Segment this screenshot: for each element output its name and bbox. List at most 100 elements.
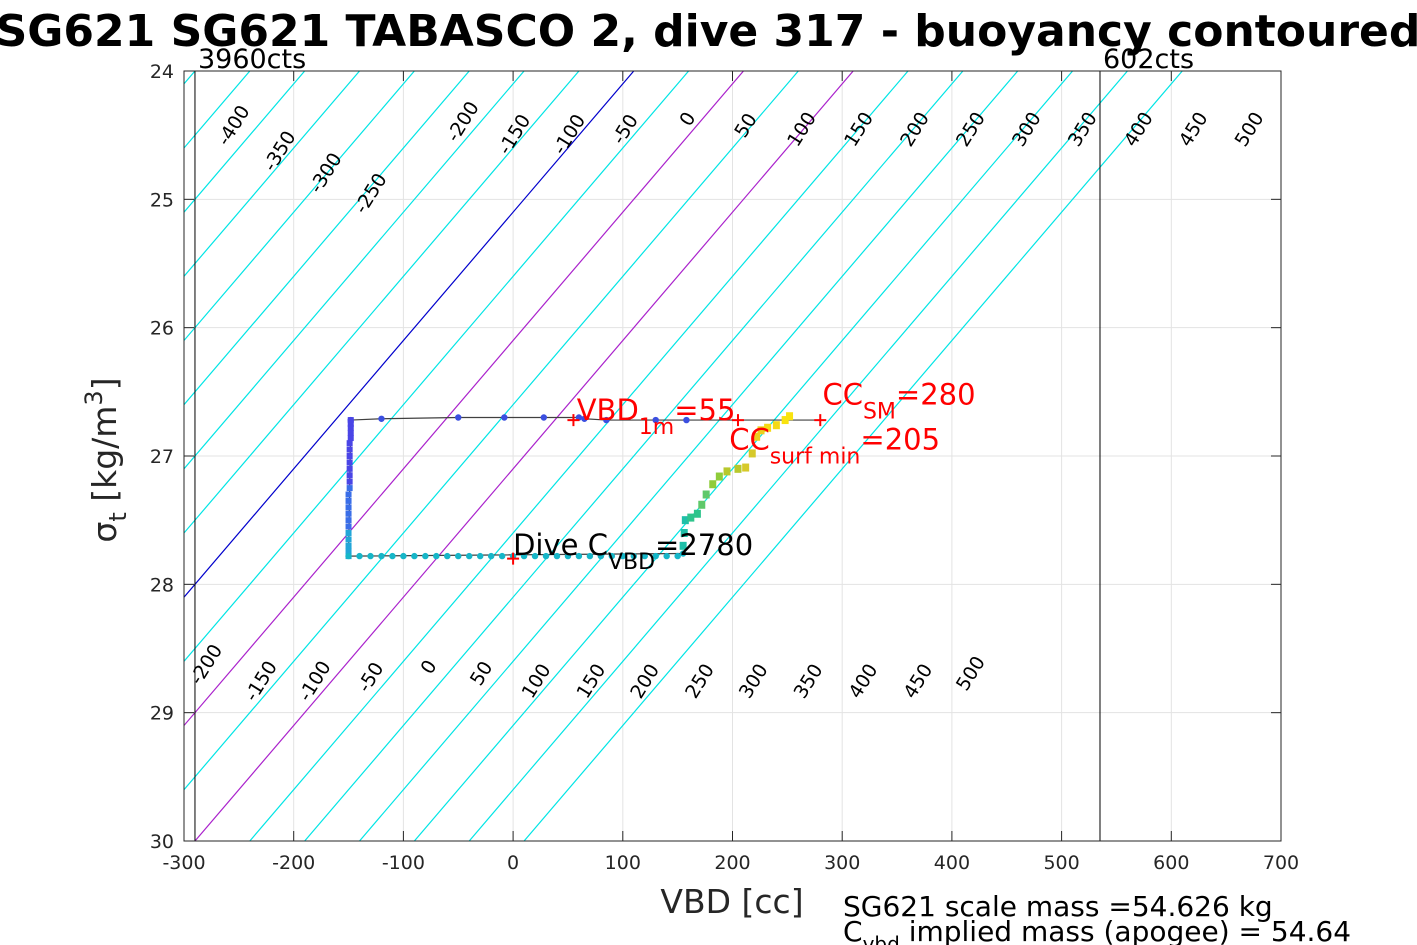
bottom-point bbox=[630, 552, 637, 560]
annotation-main: CC bbox=[822, 378, 863, 412]
bottom-point bbox=[597, 552, 605, 560]
descent-point bbox=[347, 424, 354, 431]
footer-vbd-sub: vbd bbox=[863, 932, 900, 945]
descent-point bbox=[347, 417, 354, 424]
descent-point bbox=[346, 446, 353, 453]
contour-line bbox=[304, 71, 964, 841]
x-tick-label: -200 bbox=[272, 852, 315, 874]
annotation-ccsurf: CCsurf min=205 bbox=[729, 423, 940, 470]
markers bbox=[507, 414, 827, 565]
ascent-point bbox=[757, 426, 765, 435]
annotation-value: =55 bbox=[674, 393, 735, 427]
annotation-sub: SM bbox=[863, 400, 896, 425]
bottom-point bbox=[586, 552, 594, 560]
footer-scale-mass: SG621 scale mass =54.626 kg bbox=[843, 890, 1273, 923]
axis-ticks: -300 -200 -100 0 100 200 300 400 500 600 700 24 25 26… bbox=[150, 61, 1299, 874]
surface-point bbox=[683, 416, 690, 424]
annotation-divec: Dive CVBD=2780 bbox=[513, 528, 753, 575]
y-tick-label: 29 bbox=[150, 703, 174, 725]
x-tick-label: 200 bbox=[714, 852, 750, 874]
ascent-point bbox=[681, 516, 689, 525]
bottom-point bbox=[411, 552, 418, 560]
descent-point bbox=[345, 517, 352, 524]
descent-point bbox=[345, 542, 352, 549]
ascent-point bbox=[723, 467, 731, 476]
bottom-point bbox=[663, 552, 670, 560]
descent-point bbox=[346, 472, 353, 479]
surface-point bbox=[540, 414, 548, 421]
annotation-value: =2780 bbox=[655, 528, 753, 562]
footer-implied-mass: Cvbd implied mass (apogee) = 54.64 bbox=[843, 915, 1351, 945]
contour-line bbox=[523, 71, 1183, 841]
surface-point bbox=[455, 414, 462, 421]
bottom-point bbox=[641, 552, 648, 560]
annotation-main: Dive C bbox=[513, 528, 608, 562]
ascent-point bbox=[715, 472, 723, 481]
surface-point bbox=[652, 416, 659, 424]
surface-point bbox=[603, 416, 610, 424]
chart-title: SG621 SG621 TABASCO 2, dive 317 - buoyan… bbox=[0, 6, 1417, 57]
ascent-point bbox=[772, 421, 780, 430]
y-tick-label: 30 bbox=[150, 831, 174, 853]
bottom-point bbox=[652, 552, 659, 560]
x-tick-label: 500 bbox=[1043, 852, 1079, 874]
x-tick-label: -300 bbox=[162, 852, 205, 874]
annotation-value: =280 bbox=[896, 378, 976, 412]
bottom-point bbox=[553, 552, 561, 560]
bottom-point bbox=[345, 552, 352, 560]
x-axis-label: VBD [cc] bbox=[660, 882, 803, 921]
x-tick-label: 400 bbox=[934, 852, 970, 874]
annotation-ccsm: CCSM=280 bbox=[822, 378, 975, 425]
y-tick-label: 26 bbox=[150, 318, 174, 340]
bottom-point bbox=[674, 552, 681, 560]
surface-point bbox=[581, 415, 588, 422]
descent-point bbox=[345, 536, 352, 543]
surface-point bbox=[501, 414, 508, 421]
bottom-point bbox=[619, 552, 626, 560]
y-tick-label: 25 bbox=[150, 189, 174, 211]
x-tick-label: -100 bbox=[382, 852, 425, 874]
bottom-point bbox=[520, 552, 528, 560]
contour-line bbox=[184, 71, 360, 278]
bottom-point bbox=[679, 550, 687, 557]
bottom-point bbox=[487, 552, 495, 560]
descent-point bbox=[347, 435, 354, 442]
descent-point bbox=[345, 530, 352, 536]
contour-line bbox=[0, 71, 30, 841]
descent-point bbox=[346, 465, 353, 472]
descent-point bbox=[345, 510, 352, 517]
ascent-point bbox=[748, 449, 756, 458]
descent-point bbox=[346, 453, 353, 459]
descent-point bbox=[345, 523, 352, 530]
bottom-point bbox=[476, 552, 484, 560]
plus-marker bbox=[567, 414, 580, 427]
y-tick-label: 24 bbox=[150, 61, 174, 83]
y-label-symbol: σ bbox=[85, 522, 124, 543]
contour-line bbox=[184, 71, 799, 791]
ascent-point bbox=[742, 463, 750, 472]
descent-point bbox=[347, 429, 354, 436]
ascent-point bbox=[698, 500, 706, 509]
contour-line bbox=[413, 71, 1074, 841]
bottom-point bbox=[575, 552, 583, 560]
x-tick-label: 100 bbox=[605, 852, 641, 874]
y-label-unit: [kg/m bbox=[85, 406, 124, 513]
annotation-vbd1m: VBD1m=55 bbox=[577, 393, 736, 440]
bottom-point bbox=[608, 552, 616, 560]
contour-line bbox=[184, 71, 580, 534]
ascent-point bbox=[680, 529, 688, 537]
descent-point bbox=[346, 459, 353, 466]
annotation-main: VBD bbox=[577, 393, 639, 427]
grid bbox=[184, 71, 1281, 841]
data-points bbox=[345, 412, 794, 560]
count-label-right: 602cts bbox=[1103, 44, 1194, 75]
footer-c: C bbox=[843, 915, 863, 945]
bottom-point bbox=[422, 552, 429, 560]
annotation-value: =205 bbox=[860, 423, 940, 457]
plus-marker bbox=[507, 552, 520, 565]
y-tick-label: 28 bbox=[150, 574, 174, 596]
descent-point bbox=[346, 478, 353, 485]
plus-marker bbox=[814, 414, 827, 427]
x-tick-label: 0 bbox=[507, 852, 519, 874]
